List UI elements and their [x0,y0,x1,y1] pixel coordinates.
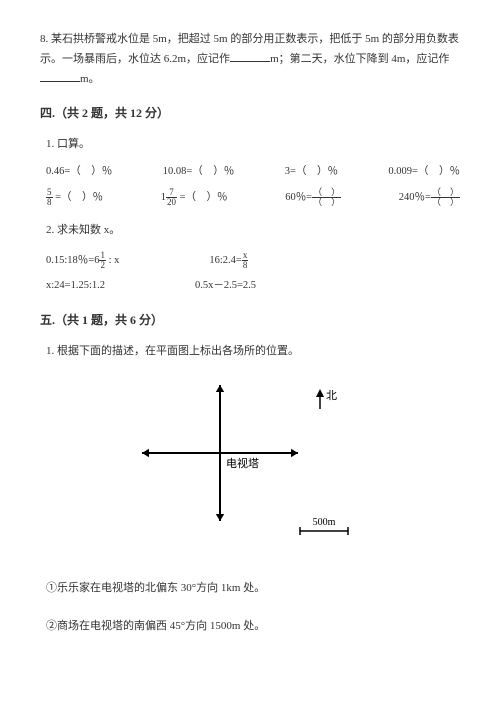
fraction: （ ）（ ） [312,188,341,207]
fraction: （ ）（ ） [431,188,460,207]
sec5-q1-label: 1. 根据下面的描述，在平面图上标出各场所的位置。 [46,342,460,362]
q8-blank-1[interactable] [230,50,270,62]
sec4-q1-row2: 58 =（ ）％ 1720 =（ ）％ 60％=（ ）（ ） 240％=（ ）（… [46,188,460,208]
eq-cell: x:24=1.25:1.2 [46,277,105,296]
fraction: 720 [166,188,177,207]
q8-blank-2[interactable] [40,70,80,82]
sec4-q2-label: 2. 求未知数 x。 [46,221,460,241]
sec4-q2-row2: x:24=1.25:1.2 0.5x－2.5=2.5 [46,277,460,296]
svg-text:电视塔: 电视塔 [226,456,259,470]
calc-cell: 1720 =（ ）％ [161,188,228,208]
sec4-q1-label: 1. 口算。 [46,135,460,155]
q8-text-c: m。 [80,73,100,85]
svg-text:北: 北 [326,389,337,402]
calc-cell: 58 =（ ）％ [46,188,103,208]
calc-cell: 240％=（ ）（ ） [399,188,460,208]
section-5-title: 五.（共 1 题，共 6 分） [40,310,460,332]
calc-cell: 3=（ ）％ [285,163,338,182]
svg-text:500m: 500m [313,517,336,528]
eq-cell: 0.5x－2.5=2.5 [195,277,256,296]
calc-cell: 10.08=（ ）％ [163,163,235,182]
fraction: x8 [242,251,249,270]
question-8: 8. 某石拱桥警戒水位是 5m，把超过 5m 的部分用正数表示，把低于 5m 的… [40,30,460,89]
sec5-sub1: ①乐乐家在电视塔的北偏东 30°方向 1km 处。 [46,579,460,599]
eq-cell: 16:2.4=x8 [209,251,248,271]
compass-diagram: 电视塔 北 500m [40,373,460,561]
calc-cell: 0.009=（ ）％ [388,163,460,182]
eq-cell: 0.15:18％=612 : x [46,251,119,271]
calc-cell: 0.46=（ ）％ [46,163,112,182]
sec4-q2-row1: 0.15:18％=612 : x 16:2.4=x8 [46,251,460,271]
sec4-q1-row1: 0.46=（ ）％ 10.08=（ ）％ 3=（ ）％ 0.009=（ ）％ [46,163,460,182]
sec5-sub2: ②商场在电视塔的南偏西 45°方向 1500m 处。 [46,617,460,637]
calc-cell: 60％=（ ）（ ） [285,188,341,208]
section-4-title: 四.（共 2 题，共 12 分） [40,103,460,125]
diagram-svg: 电视塔 北 500m [110,373,390,553]
q8-text-b: m；第二天，水位下降到 4m，应记作 [270,53,449,65]
